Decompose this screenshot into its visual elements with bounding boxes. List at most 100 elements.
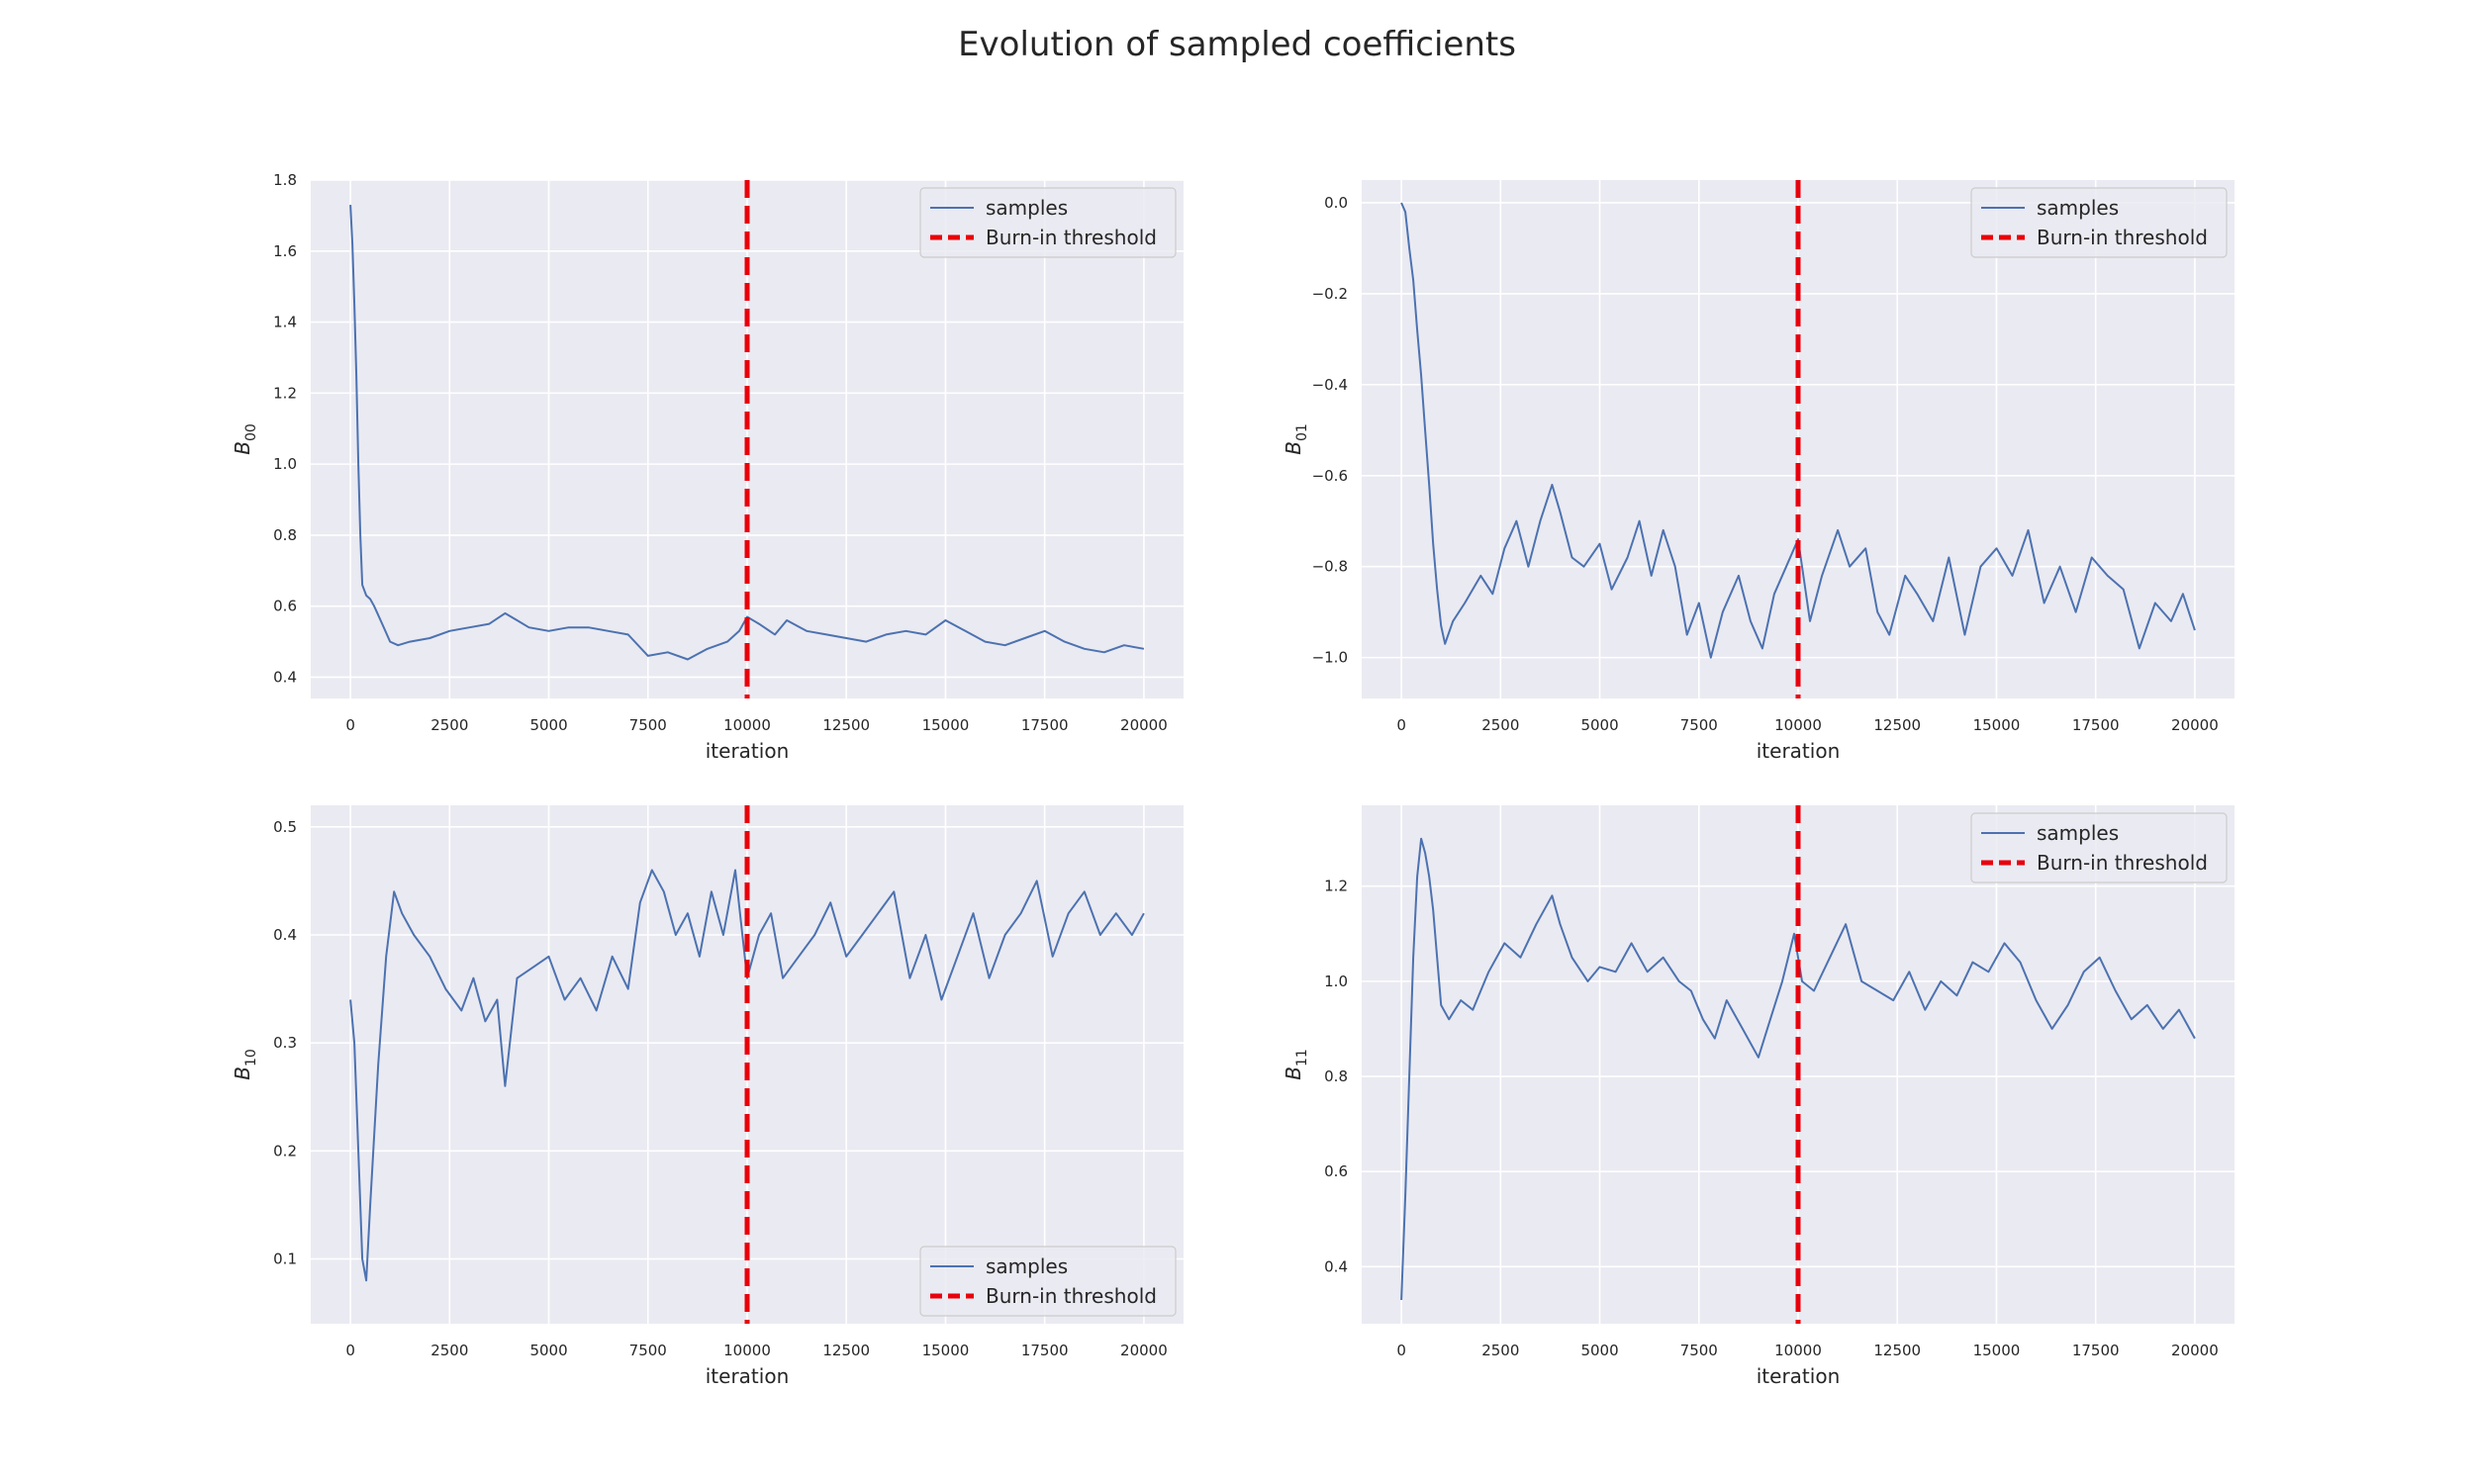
subplot-top-right: 0 2500 5000 7500 10000 12500 15000 17500 20000 −1… <box>1282 180 2235 763</box>
y-tick-label: −0.2 <box>1312 285 1348 303</box>
x-tick-label: 12500 <box>1873 1342 1921 1359</box>
x-tick-label: 0 <box>345 1342 355 1359</box>
x-tick-label: 5000 <box>1580 1342 1618 1359</box>
legend-samples-label: samples <box>986 1254 1068 1278</box>
y-tick-label: 0.4 <box>273 668 297 686</box>
x-tick-label: 2500 <box>430 1342 468 1359</box>
x-tick-label: 15000 <box>922 1342 970 1359</box>
x-tick-label: 20000 <box>1120 1342 1168 1359</box>
x-tick-label: 2500 <box>430 716 468 734</box>
x-tick-label: 17500 <box>1021 1342 1069 1359</box>
legend: samples Burn-in threshold <box>919 1246 1177 1317</box>
y-tick-label: −0.6 <box>1312 467 1348 485</box>
y-tick-label: 1.0 <box>273 455 297 473</box>
x-tick-label: 12500 <box>822 716 870 734</box>
y-tick-label: 0.5 <box>273 818 297 836</box>
x-tick-label: 10000 <box>723 1342 771 1359</box>
y-tick-label: 0.2 <box>273 1142 297 1159</box>
y-axis-label-subscript: 10 <box>243 1049 259 1067</box>
y-axis-label: B10 <box>231 1049 259 1080</box>
legend-box <box>1970 187 2228 258</box>
x-tick-label: 17500 <box>2072 716 2120 734</box>
legend-box <box>1970 812 2228 883</box>
x-tick-label: 15000 <box>1973 716 2021 734</box>
y-tick-label: 0.6 <box>1324 1162 1348 1180</box>
x-axis-label: iteration <box>1757 1364 1841 1388</box>
y-axis-label-subscript: 00 <box>243 423 259 441</box>
x-axis-label: iteration <box>706 1364 790 1388</box>
y-tick-label: 1.6 <box>273 242 297 260</box>
legend-samples-label: samples <box>986 196 1068 220</box>
y-axis-label: B01 <box>1282 423 1310 455</box>
x-axis-label: iteration <box>1757 739 1841 763</box>
samples-line <box>1400 837 2196 1301</box>
y-tick-label: 0.4 <box>273 926 297 944</box>
x-tick-label: 20000 <box>2171 1342 2219 1359</box>
x-tick-label: 5000 <box>529 1342 567 1359</box>
y-tick-label: 0.0 <box>1324 194 1348 212</box>
legend-samples-label: samples <box>2037 821 2119 845</box>
y-axis-label-symbol: B <box>1282 1067 1305 1080</box>
y-tick-label: 0.1 <box>273 1251 297 1268</box>
x-tick-label: 5000 <box>1580 716 1618 734</box>
y-tick-label: 0.4 <box>1324 1257 1348 1275</box>
legend-threshold-label: Burn-in threshold <box>2037 851 2208 875</box>
y-axis-label-subscript: 11 <box>1294 1049 1310 1067</box>
x-tick-label: 5000 <box>529 716 567 734</box>
y-axis-label-symbol: B <box>231 1067 254 1080</box>
legend-threshold-label: Burn-in threshold <box>2037 226 2208 249</box>
subplot-bottom-right: 0 2500 5000 7500 10000 12500 15000 17500 20000 0.… <box>1282 805 2235 1388</box>
subplots: 0 2500 5000 7500 10000 12500 15000 17500 200000.… <box>231 171 2235 1388</box>
y-tick-label: 1.2 <box>1324 878 1348 895</box>
x-tick-label: 0 <box>1396 1342 1406 1359</box>
samples-line <box>349 869 1145 1282</box>
x-tick-label: 10000 <box>723 716 771 734</box>
x-tick-label: 10000 <box>1774 1342 1822 1359</box>
y-tick-label: 1.0 <box>1324 973 1348 990</box>
y-axis-label-symbol: B <box>231 441 254 455</box>
x-tick-label: 7500 <box>629 1342 667 1359</box>
legend: samples Burn-in threshold <box>919 187 1177 258</box>
legend-samples-label: samples <box>2037 196 2119 220</box>
x-tick-label: 2500 <box>1481 716 1519 734</box>
legend: samples Burn-in threshold <box>1970 187 2228 258</box>
x-tick-label: 17500 <box>2072 1342 2120 1359</box>
x-tick-label: 20000 <box>2171 716 2219 734</box>
x-tick-label: 0 <box>345 716 355 734</box>
x-tick-label: 12500 <box>822 1342 870 1359</box>
legend-box <box>919 187 1177 258</box>
x-tick-label: 12500 <box>1873 716 1921 734</box>
subplot-bottom-left: 0 2500 5000 7500 10000 12500 15000 17500 20000 0.… <box>231 805 1184 1388</box>
y-axis-label-subscript: 01 <box>1294 423 1310 441</box>
x-tick-label: 7500 <box>629 716 667 734</box>
x-axis-label: iteration <box>706 739 790 763</box>
figure-title: Evolution of sampled coefficients <box>958 25 1516 64</box>
y-tick-label: 1.8 <box>273 171 297 189</box>
y-tick-label: −1.0 <box>1312 649 1348 667</box>
y-axis-label: B11 <box>1282 1049 1310 1080</box>
x-tick-label: 17500 <box>1021 716 1069 734</box>
y-tick-label: 0.8 <box>1324 1067 1348 1085</box>
x-tick-label: 15000 <box>922 716 970 734</box>
y-tick-label: 0.6 <box>273 598 297 615</box>
x-tick-label: 15000 <box>1973 1342 2021 1359</box>
subplot-top-left: 0 2500 5000 7500 10000 12500 15000 17500 20000 0.… <box>231 171 1184 763</box>
y-tick-label: −0.4 <box>1312 376 1348 394</box>
y-tick-label: 1.2 <box>273 384 297 402</box>
y-tick-label: 0.8 <box>273 526 297 544</box>
y-axis-label: B00 <box>231 423 259 455</box>
x-tick-label: 20000 <box>1120 716 1168 734</box>
x-tick-label: 0 <box>1396 716 1406 734</box>
x-tick-label: 10000 <box>1774 716 1822 734</box>
legend-threshold-label: Burn-in threshold <box>986 1284 1157 1308</box>
samples-line <box>349 205 1145 661</box>
y-tick-label: 0.3 <box>273 1034 297 1052</box>
x-tick-label: 2500 <box>1481 1342 1519 1359</box>
samples-line <box>1400 202 2196 659</box>
x-tick-label: 7500 <box>1680 716 1718 734</box>
legend-threshold-label: Burn-in threshold <box>986 226 1157 249</box>
y-tick-label: −0.8 <box>1312 558 1348 576</box>
legend-box <box>919 1246 1177 1317</box>
legend: samples Burn-in threshold <box>1970 812 2228 883</box>
